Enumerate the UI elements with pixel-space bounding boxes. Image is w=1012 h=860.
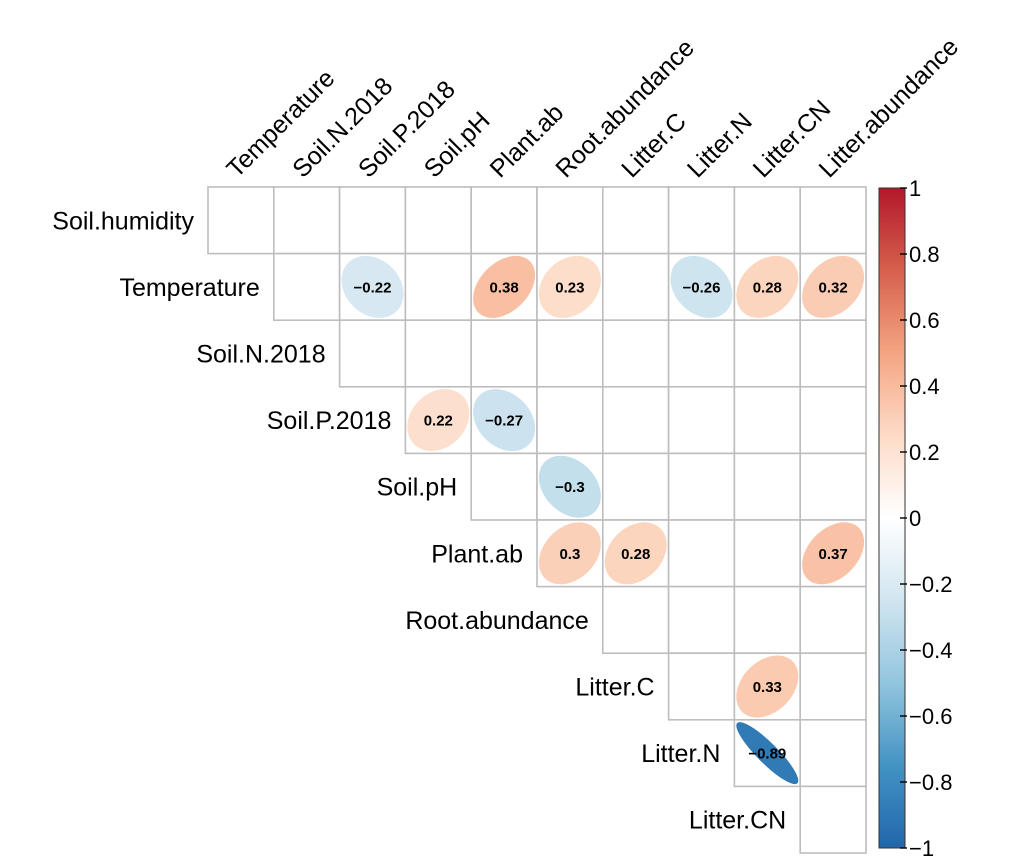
- correlation-ellipse: [670, 255, 733, 318]
- matrix-cell: [799, 652, 867, 721]
- correlation-ellipse: [538, 255, 601, 318]
- matrix-cell: [601, 319, 670, 388]
- matrix-cell: [733, 385, 802, 455]
- matrix-cell: [667, 452, 736, 521]
- correlation-value-label: 0.38: [489, 279, 518, 296]
- matrix-cell: [601, 252, 670, 322]
- correlation-ellipse: [407, 389, 470, 452]
- correlation-ellipse: [604, 522, 667, 585]
- correlation-value-label: −0.22: [354, 279, 392, 296]
- correlation-ellipse: [473, 255, 536, 318]
- correlation-value-label: −0.26: [683, 279, 721, 296]
- matrix-cell: [601, 186, 670, 255]
- matrix-cell: [338, 319, 407, 388]
- row-label: Root.abundance: [405, 607, 588, 635]
- correlation-value-label: 0.32: [818, 279, 847, 296]
- matrix-cell: [667, 186, 736, 255]
- correlation-value-label: 0.28: [753, 279, 782, 296]
- matrix-cell: [733, 585, 802, 654]
- row-labels: Soil.humidity Temperature Soil.N.2018 Soil.…: [52, 207, 786, 834]
- row-label: Litter.C: [575, 674, 654, 702]
- matrix-cell: [733, 186, 802, 255]
- correlation-ellipse: [802, 255, 865, 318]
- correlation-value-label: 0.28: [621, 546, 650, 563]
- colorbar-tick-label: −0.8: [909, 770, 952, 795]
- matrix-cell: [601, 585, 670, 654]
- matrix-cell: [799, 452, 867, 521]
- matrix-cell: [799, 718, 867, 788]
- colorbar-tick-label: −1: [909, 836, 934, 860]
- correlation-ellipse: [736, 655, 799, 718]
- colorbar: 1 0.8 0.6 0.4 0.2 0 −0.2 −0.4 −0.6 −0.8 −1: [878, 176, 952, 860]
- correlation-ellipse: [538, 522, 601, 585]
- correlation-ellipse: [736, 255, 799, 318]
- row-label: Litter.CN: [689, 807, 786, 835]
- colorbar-tick-label: 0.4: [909, 374, 940, 399]
- matrix-cell: [470, 186, 538, 255]
- correlation-ellipse: [341, 255, 404, 318]
- matrix-cell: [667, 385, 736, 455]
- row-label: Soil.P.2018: [267, 407, 392, 435]
- matrix-cell: [667, 652, 736, 721]
- correlation-ellipse: [802, 522, 865, 585]
- matrix-cell: [536, 186, 604, 255]
- row-label: Soil.N.2018: [196, 341, 325, 369]
- colorbar-tick-label: −0.4: [909, 638, 952, 663]
- correlation-ellipse: [538, 455, 601, 518]
- matrix-cell: [404, 186, 472, 255]
- column-label: Litter.N: [682, 107, 758, 183]
- column-label: Litter.abundance: [814, 33, 965, 184]
- row-label: Plant.ab: [431, 540, 523, 568]
- matrix-cell: [667, 319, 736, 388]
- correlation-value-label: 0.23: [555, 279, 584, 296]
- correlation-value-label: 0.33: [753, 679, 782, 696]
- matrix-cell: [272, 186, 341, 255]
- row-label: Soil.humidity: [52, 207, 194, 235]
- matrix-cell: [667, 519, 736, 588]
- matrix-cell: [799, 319, 867, 388]
- correlation-value-label: 0.37: [818, 546, 847, 563]
- colorbar-tick-label: 0.2: [909, 440, 940, 465]
- matrix-cell: [799, 585, 867, 654]
- matrix-cell: [733, 319, 802, 388]
- matrix-cell: [799, 785, 867, 854]
- matrix-cell: [338, 186, 407, 255]
- correlation-value-label: −0.3: [555, 479, 585, 496]
- correlation-value-label: 0.22: [424, 413, 453, 430]
- matrix-cell: [272, 252, 341, 322]
- matrix-cell: [536, 319, 604, 388]
- matrix-cell: [470, 452, 538, 521]
- matrix-cell: [404, 319, 472, 388]
- correlation-ellipse: [473, 389, 536, 452]
- matrix-cell: [404, 252, 472, 322]
- row-label: Litter.N: [641, 740, 720, 768]
- matrix-cell: [733, 452, 802, 521]
- matrix-cell: [470, 319, 538, 388]
- matrix-cell: [667, 585, 736, 654]
- matrix-cell: [733, 519, 802, 588]
- matrix-cell: [536, 385, 604, 455]
- matrix-cell: [601, 452, 670, 521]
- column-labels: TemperatureSoil.N.2018Soil.P.2018Soil.pH…: [221, 33, 964, 184]
- row-label: Soil.pH: [377, 474, 458, 502]
- colorbar-tick-label: 0: [909, 506, 921, 531]
- correlation-value-label: −0.89: [748, 746, 786, 763]
- colorbar-tick-label: 1: [909, 176, 921, 201]
- colorbar-tick-label: 0.6: [909, 308, 940, 333]
- colorbar-tick-label: 0.8: [909, 242, 940, 267]
- matrix-cell: [799, 186, 867, 255]
- correlation-value-label: 0.3: [559, 546, 580, 563]
- matrix-cell: [799, 385, 867, 455]
- correlation-ellipse: [736, 722, 799, 785]
- row-label: Temperature: [119, 274, 259, 302]
- correlation-value-label: −0.27: [485, 413, 523, 430]
- matrix-cell: [601, 385, 670, 455]
- correlation-ellipses: −0.22 0.38 0.23 −0.26 0.28 0.32 0.22 −0.27 −0.3 0…: [341, 255, 865, 785]
- matrix-cell: [207, 186, 275, 255]
- colorbar-tick-label: −0.2: [909, 572, 952, 597]
- colorbar-tick-label: −0.6: [909, 704, 952, 729]
